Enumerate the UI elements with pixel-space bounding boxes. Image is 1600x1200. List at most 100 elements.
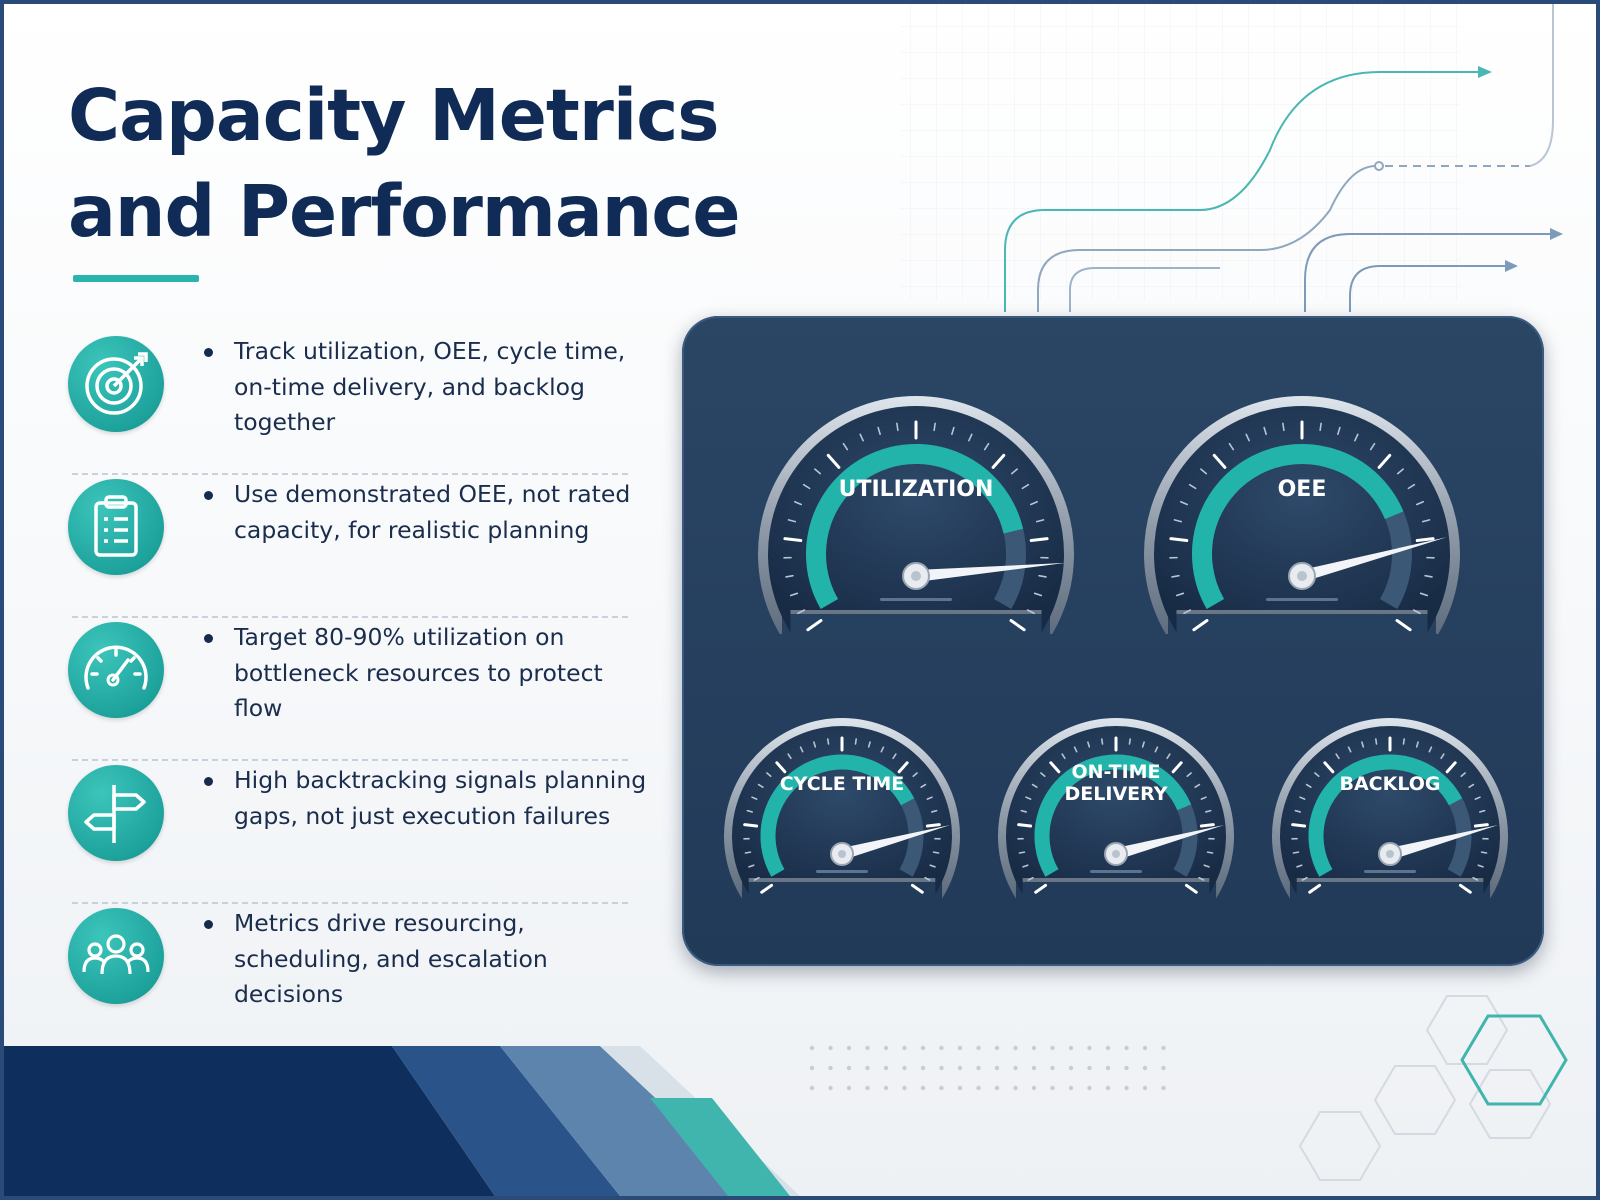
gauge-tick — [1458, 883, 1472, 894]
gauge-tick — [1020, 809, 1027, 813]
gauge-tick — [1415, 537, 1435, 543]
divider — [72, 473, 628, 475]
gauge-tick — [1468, 783, 1475, 788]
bullet-item: High backtracking signals planning gaps,… — [68, 761, 646, 904]
divider — [72, 616, 628, 618]
gauge-tick — [1294, 809, 1301, 813]
gauge-tick — [1010, 468, 1018, 475]
gauge-tick — [787, 519, 797, 523]
gauge-tick — [760, 883, 774, 894]
gauge-tick — [1228, 442, 1235, 451]
bullet-item: Use demonstrated OEE, not rated capacity… — [68, 475, 630, 618]
gauge-tick — [1154, 746, 1159, 753]
gauge-tick — [1291, 823, 1307, 828]
divider — [72, 902, 628, 904]
gauge-hub-center — [1386, 850, 1394, 858]
gauge-tick — [1027, 876, 1034, 881]
dot-grid-decoration: /* placeholder */ — [809, 1045, 1166, 1091]
gauge-needle — [840, 825, 951, 860]
gauge-on-time-delivery: ON-TIME DELIVERY — [998, 718, 1234, 899]
clipboard-icon — [68, 479, 164, 575]
gauge-tick — [775, 761, 787, 774]
gauge-tick — [1205, 809, 1212, 813]
gauge-tick — [1061, 753, 1066, 760]
gauge-tick — [793, 500, 803, 506]
gauge-tick — [1021, 483, 1030, 490]
gauge-level-arc — [806, 444, 1024, 609]
gauge-tick — [806, 619, 823, 632]
gauge-needle — [1300, 537, 1447, 582]
gauge-tick — [926, 796, 933, 800]
gauge-tick — [1415, 741, 1419, 748]
gauge-tick — [1396, 468, 1404, 475]
gauge-tick — [1305, 783, 1312, 788]
gauge-label: UTILIZATION — [839, 477, 994, 502]
gauge-tick — [1282, 422, 1285, 432]
gauge-tick — [743, 823, 759, 828]
gauge-tick — [1171, 574, 1180, 578]
gauge-tick — [983, 442, 990, 451]
gauge-level-arc — [760, 754, 915, 877]
gauge-tick — [877, 426, 881, 436]
gauge-tick — [1009, 619, 1026, 632]
gauge-tick — [1188, 483, 1197, 490]
gauge-tick — [802, 483, 811, 490]
gauge-tick — [1175, 592, 1185, 597]
bullet-list: Track utilization, OEE, cycle time, on-t… — [68, 332, 646, 1047]
gauge-tick — [1263, 426, 1267, 436]
gauge-tick — [757, 783, 764, 788]
gauge-tick — [910, 883, 924, 894]
gauge-tick — [1445, 761, 1457, 774]
bullet-text: Metrics drive resourcing, scheduling, an… — [234, 909, 548, 1008]
gauge-tick — [933, 422, 936, 432]
gauge-label: OEE — [1278, 477, 1327, 502]
gauge-tick — [854, 738, 858, 745]
gauge-label-line: OEE — [1278, 477, 1327, 502]
gauge-tick — [1166, 753, 1171, 760]
gauge-tick — [789, 592, 799, 597]
gauge-label: BACKLOG — [1339, 773, 1440, 795]
gauge-tick — [1171, 761, 1183, 774]
gauge-hub-center — [1112, 850, 1120, 858]
gauge-tick — [1421, 519, 1431, 523]
gauge-tick — [1206, 851, 1214, 854]
gauge-tick — [1335, 753, 1340, 760]
bullet-dot — [204, 920, 213, 929]
gauge-tick — [1428, 746, 1433, 753]
gauge-tick — [1440, 753, 1445, 760]
gauge-tick — [1347, 746, 1352, 753]
gauge-label-line: BACKLOG — [1339, 773, 1440, 795]
team-icon — [68, 908, 164, 1004]
gauge-needle — [1388, 825, 1499, 860]
gauge-tick — [1377, 453, 1392, 469]
gauge-tick — [1460, 772, 1466, 778]
speedometer-icon — [68, 622, 164, 718]
gauge-dashboard-panel: UTILIZATION OEE CYCLE TIME ON-TIME DELIVE… — [682, 316, 1544, 966]
gauge-tick — [1022, 864, 1029, 868]
gauge-tick — [1073, 746, 1078, 753]
gauge-tick — [897, 761, 909, 774]
bullet-item: Metrics drive resourcing, scheduling, an… — [68, 904, 628, 1047]
gauge-base-mark — [880, 598, 952, 601]
gauge-tick — [1301, 876, 1308, 881]
gauge-tick — [896, 422, 899, 432]
gauge-tick — [751, 796, 758, 800]
gauge-tick — [1018, 851, 1026, 854]
signpost-icon — [68, 765, 164, 861]
gauge-base-mark — [1364, 870, 1416, 873]
gauge-tick — [1184, 883, 1198, 894]
gauge-needle — [915, 562, 1066, 582]
gauge-tick — [1314, 772, 1320, 778]
bullet-text: Target 80-90% utilization on bottleneck … — [234, 623, 603, 722]
gauge-tick — [1038, 574, 1047, 578]
gauge-tick — [783, 537, 803, 543]
bullet-dot — [204, 348, 213, 357]
gauge-tick — [1395, 619, 1412, 632]
gauge-tick — [1203, 864, 1210, 868]
gauge-tick — [1186, 772, 1192, 778]
gauge-tick — [1100, 738, 1104, 745]
gauge-tick — [787, 753, 792, 760]
gauge-tick — [1169, 537, 1189, 543]
bullet-text: Use demonstrated OEE, not rated capacity… — [234, 480, 631, 544]
